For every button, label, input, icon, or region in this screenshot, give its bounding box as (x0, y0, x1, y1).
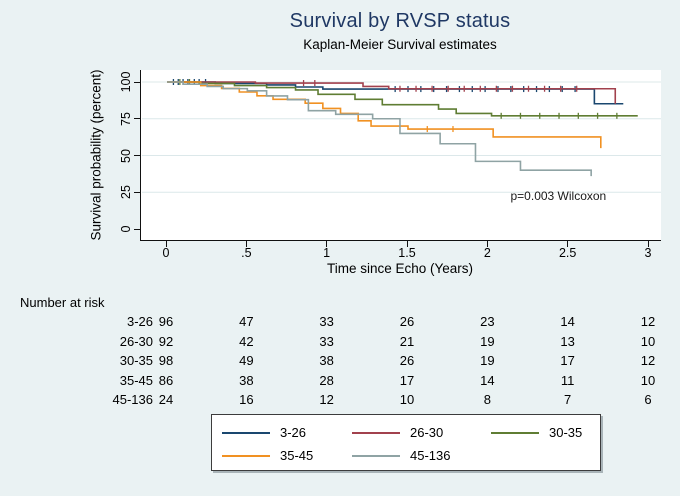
risk-group-label: 30-35 (119, 353, 153, 368)
y-tickmark (134, 191, 140, 193)
legend-item-label: 30-35 (549, 425, 583, 440)
risk-row-35-45: 35-45 86 38 28 17 14 11 10 (0, 373, 680, 389)
x-tick-label: 1.5 (398, 246, 416, 260)
y-tick-label: 75 (119, 111, 133, 126)
legend-item-label: 45-136 (410, 448, 451, 463)
risk-count: 19 (480, 353, 495, 368)
risk-count: 11 (560, 372, 575, 388)
legend-line-swatch (491, 432, 539, 434)
km-curve-45-136 (167, 81, 592, 177)
x-tick-label: 2 (483, 246, 491, 260)
risk-count: 33 (319, 314, 334, 329)
risk-count: 47 (239, 314, 254, 329)
risk-group-label: 3-26 (126, 314, 153, 329)
risk-count: 17 (560, 353, 575, 368)
risk-count: 21 (399, 333, 415, 349)
risk-count: 10 (640, 372, 656, 388)
risk-row-26-30: 26-30 92 42 33 21 19 13 10 (0, 334, 680, 350)
risk-row-45-136: 45-136 24 16 12 10 8 7 6 (0, 392, 680, 408)
risk-row-30-35: 30-35 98 49 38 26 19 17 12 (0, 353, 680, 369)
x-tickmark (647, 241, 649, 247)
risk-count: 8 (483, 392, 491, 407)
legend-item-label: 3-26 (280, 425, 307, 440)
risk-count: 19 (480, 333, 495, 349)
risk-table-title: Number at risk (20, 295, 105, 310)
risk-count: 23 (480, 314, 495, 329)
y-tick-label: 50 (119, 148, 133, 163)
risk-count: 16 (239, 392, 254, 407)
survival-curves-svg (142, 79, 661, 193)
risk-count: 14 (480, 372, 495, 388)
legend-line-swatch (352, 432, 400, 434)
risk-count: 26 (399, 353, 415, 368)
x-tickmark (406, 241, 408, 247)
risk-count: 17 (399, 372, 415, 388)
x-axis-label: Time since Echo (Years) (326, 261, 474, 276)
risk-count: 7 (564, 392, 572, 407)
legend-line-swatch (352, 455, 400, 457)
legend-line-swatch (222, 432, 270, 434)
risk-count: 12 (640, 353, 656, 368)
risk-count: 12 (319, 392, 334, 407)
legend-item-label: 35-45 (280, 448, 314, 463)
p-value-annotation: p=0.003 Wilcoxon (510, 188, 607, 203)
x-tick-label: 3 (644, 246, 652, 260)
risk-count: 14 (560, 314, 575, 329)
risk-count: 42 (239, 333, 254, 349)
risk-count: 98 (158, 353, 174, 368)
plot-area: p=0.003 Wilcoxon (140, 70, 661, 241)
legend-box: 3-26 26-30 30-35 35-45 45-136 (211, 414, 601, 471)
risk-count: 86 (158, 372, 174, 388)
km-curve-30-35 (167, 81, 638, 117)
x-tickmark (486, 241, 488, 247)
chart-subtitle: Kaplan-Meier Survival estimates (303, 37, 497, 52)
risk-count: 10 (640, 333, 656, 349)
risk-group-label: 35-45 (119, 372, 153, 388)
risk-count: 49 (239, 353, 254, 368)
y-axis-label: Survival probability (percent) (88, 69, 104, 241)
risk-count: 24 (158, 392, 174, 407)
risk-count: 33 (319, 333, 334, 349)
x-tick-label: 2.5 (558, 246, 577, 260)
y-tick-label: 100 (119, 71, 133, 93)
legend-item-label: 26-30 (410, 425, 444, 440)
x-tickmark (165, 241, 167, 247)
x-tick-label: 0 (162, 246, 170, 260)
risk-count: 10 (399, 392, 415, 407)
risk-group-label: 45-136 (112, 392, 153, 407)
risk-count: 38 (239, 372, 254, 388)
x-tickmark (567, 241, 569, 247)
y-tickmark (134, 228, 140, 230)
risk-count: 6 (644, 392, 652, 407)
x-tickmark (245, 241, 247, 247)
x-tickmark (326, 241, 328, 247)
x-tick-label: 1 (323, 246, 331, 260)
chart-title: Survival by RVSP status (289, 10, 511, 32)
y-tick-label: 25 (119, 185, 133, 200)
risk-row-3-26: 3-26 96 47 33 26 23 14 12 (0, 314, 680, 330)
risk-count: 96 (158, 314, 174, 329)
y-tickmark (134, 155, 140, 156)
risk-count: 28 (319, 372, 334, 388)
y-tickmark (134, 81, 140, 83)
km-curve-26-30 (167, 81, 617, 104)
legend-line-swatch (222, 455, 270, 457)
risk-count: 38 (319, 353, 334, 368)
y-tickmark (134, 118, 140, 120)
risk-count: 12 (640, 314, 656, 329)
risk-count: 26 (399, 314, 415, 329)
risk-count: 92 (158, 333, 174, 349)
y-tick-label: 0 (119, 225, 133, 233)
risk-count: 13 (560, 333, 575, 349)
x-tick-label: .5 (241, 246, 252, 260)
risk-group-label: 26-30 (119, 333, 153, 349)
